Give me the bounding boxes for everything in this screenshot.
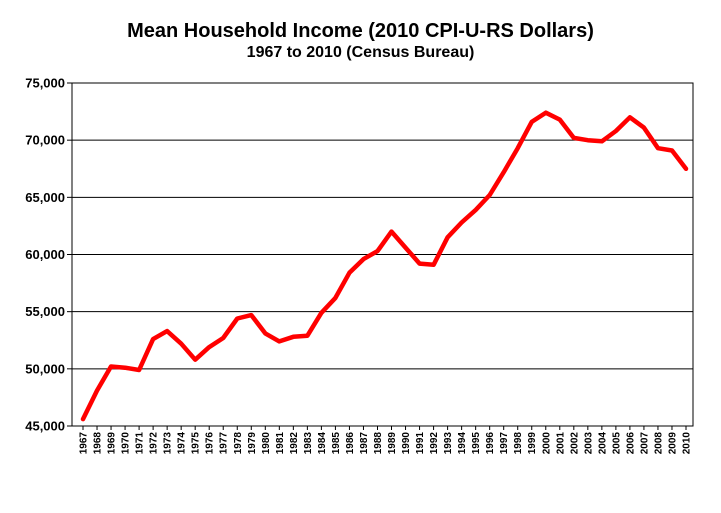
x-tick-label: 1979 bbox=[247, 432, 258, 455]
x-tick-label: 1996 bbox=[485, 432, 496, 455]
y-axis-ticks: 45,000 50,000 55,000 60,000 65,000 70,000 75,0… bbox=[25, 76, 72, 434]
y-tick-label: 55,000 bbox=[25, 304, 65, 319]
x-tick-label: 2000 bbox=[541, 432, 552, 455]
x-tick-label: 1990 bbox=[401, 432, 412, 455]
x-tick-label: 1997 bbox=[499, 432, 510, 455]
x-tick-label: 2003 bbox=[583, 432, 594, 455]
chart-title: Mean Household Income (2010 CPI-U-RS Dol… bbox=[127, 20, 594, 42]
x-tick-label: 2007 bbox=[639, 432, 650, 455]
x-tick-label: 2001 bbox=[555, 432, 566, 455]
x-axis-ticks: 1967 1968 1969 1970 1971 1972 1973 1974 1975 1976… bbox=[79, 426, 693, 454]
x-tick-label: 1992 bbox=[429, 432, 440, 455]
x-tick-label: 2004 bbox=[597, 432, 608, 455]
x-tick-label: 1976 bbox=[205, 432, 216, 455]
x-tick-label: 2010 bbox=[682, 432, 693, 455]
x-tick-label: 1973 bbox=[163, 432, 174, 455]
y-tick-label: 75,000 bbox=[25, 76, 65, 91]
x-tick-label: 1977 bbox=[219, 432, 230, 455]
x-tick-label: 1974 bbox=[177, 432, 188, 455]
x-tick-label: 2009 bbox=[667, 432, 678, 455]
x-tick-label: 1967 bbox=[79, 432, 90, 455]
x-tick-label: 1970 bbox=[121, 432, 132, 455]
x-tick-label: 1968 bbox=[93, 432, 104, 455]
x-tick-label: 1975 bbox=[191, 432, 202, 455]
y-tick-label: 70,000 bbox=[25, 133, 65, 148]
x-tick-label: 1972 bbox=[149, 432, 160, 455]
x-tick-label: 1982 bbox=[289, 432, 300, 455]
gridlines bbox=[72, 139, 693, 370]
x-tick-label: 2006 bbox=[625, 432, 636, 455]
income-series-line bbox=[80, 110, 689, 422]
x-tick-label: 1984 bbox=[317, 432, 328, 455]
x-tick-label: 1995 bbox=[471, 432, 482, 455]
x-tick-label: 1986 bbox=[345, 432, 356, 455]
x-tick-label: 1993 bbox=[443, 432, 454, 455]
x-tick-label: 1991 bbox=[415, 432, 426, 455]
y-tick-label: 50,000 bbox=[25, 361, 65, 376]
x-tick-label: 1981 bbox=[275, 432, 286, 455]
x-tick-label: 2005 bbox=[611, 432, 622, 455]
x-tick-label: 1978 bbox=[233, 432, 244, 455]
x-tick-label: 1985 bbox=[331, 432, 342, 455]
chart-subtitle: 1967 to 2010 (Census Bureau) bbox=[246, 44, 475, 61]
x-tick-label: 1983 bbox=[303, 432, 314, 455]
x-tick-label: 1988 bbox=[373, 432, 384, 455]
x-tick-label: 2002 bbox=[569, 432, 580, 455]
x-tick-label: 2008 bbox=[653, 432, 664, 455]
x-tick-label: 1999 bbox=[527, 432, 538, 455]
series bbox=[80, 110, 689, 422]
y-tick-label: 60,000 bbox=[25, 247, 65, 262]
x-tick-label: 1980 bbox=[261, 432, 272, 455]
x-tick-label: 1971 bbox=[135, 432, 146, 455]
y-tick-label: 65,000 bbox=[25, 190, 65, 205]
x-tick-label: 1969 bbox=[107, 432, 118, 455]
y-tick-label: 45,000 bbox=[25, 419, 65, 434]
x-tick-label: 1998 bbox=[513, 432, 524, 455]
x-tick-label: 1987 bbox=[359, 432, 370, 455]
x-tick-label: 1994 bbox=[457, 432, 468, 455]
x-tick-label: 1989 bbox=[387, 432, 398, 455]
